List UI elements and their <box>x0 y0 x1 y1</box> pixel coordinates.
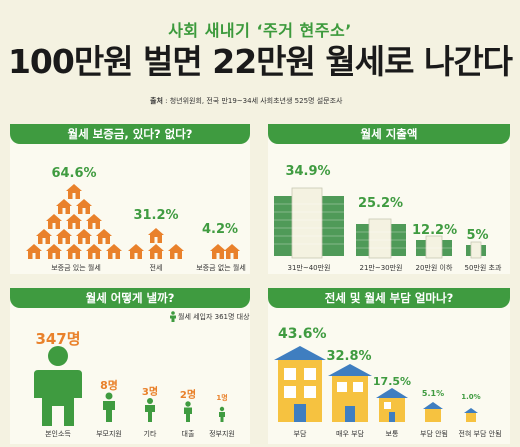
house-group-2-icon <box>128 228 184 259</box>
expense-value-1: 34.9% <box>285 164 331 179</box>
burden-value-2: 32.8% <box>326 349 372 364</box>
payment-panel-title: 월세 어떻게 낼까? <box>10 288 250 308</box>
payment-label-3: 기타 <box>143 430 157 438</box>
expense-value-2: 25.2% <box>357 196 404 211</box>
money-stack-1-icon <box>274 187 344 259</box>
house-icons <box>26 184 240 259</box>
expense-panel: 월세 지출액 34.9% 25.2% 12.2% 5% <box>268 124 510 274</box>
payment-label-4: 대출 <box>181 430 195 438</box>
payment-value-4: 2명 <box>179 390 197 401</box>
expense-value-3: 12.2% <box>412 223 458 238</box>
payment-note: 월세 세입자 361명 대상 <box>178 313 250 321</box>
expense-label-4: 50만원 초과 <box>464 264 502 272</box>
expense-label-3: 20만원 이하 <box>415 264 453 272</box>
person-2-icon <box>103 392 115 422</box>
burden-value-1: 43.6% <box>278 326 327 342</box>
house-group-3-icon <box>210 244 240 259</box>
source-text: : 청년위원회, 전국 만19~34세 사회초년생 525명 설문조사 <box>162 97 343 105</box>
building-2-icon <box>328 364 372 422</box>
building-4-icon <box>423 402 443 422</box>
expense-panel-title: 월세 지출액 <box>268 124 510 144</box>
building-3-icon <box>376 388 408 422</box>
deposit-value-2: 31.2% <box>133 208 179 223</box>
deposit-panel-title: 월세 보증금, 있다? 없다? <box>10 124 250 144</box>
expense-label-1: 31만~40만원 <box>287 264 331 272</box>
person-4-icon <box>184 401 192 422</box>
payment-value-5: 1명 <box>216 394 228 402</box>
burden-panel-title: 전세 및 월세 부담 얼마나? <box>268 288 510 308</box>
deposit-label-1: 보증금 있는 월세 <box>51 264 101 272</box>
expense-label-2: 21만~30만원 <box>359 264 403 272</box>
deposit-value-3: 4.2% <box>201 222 239 237</box>
burden-label-1: 부담 <box>293 430 307 438</box>
deposit-label-2: 전세 <box>149 264 163 272</box>
deposit-panel: 월세 보증금, 있다? 없다? 64.6% 31.2% 4.2% 보증금 있는 … <box>10 124 250 274</box>
burden-value-5: 1.0% <box>461 393 481 401</box>
deposit-value-1: 64.6% <box>51 166 97 181</box>
payment-value-2: 8명 <box>100 379 118 392</box>
source-label: 출처 <box>150 97 163 105</box>
person-5-icon <box>219 406 225 422</box>
payment-label-1: 본인소득 <box>45 430 71 438</box>
payment-value-3: 3명 <box>141 387 159 398</box>
burden-label-3: 보통 <box>385 430 399 438</box>
page-title: 100만원 벌면 22만원 월세로 나간다 <box>7 42 513 81</box>
money-stack-icons <box>274 187 486 259</box>
payment-label-2: 부모지원 <box>96 430 122 438</box>
payment-panel: 월세 어떻게 낼까? 월세 세입자 361명 대상 347명 8명 3명 2명 … <box>10 288 250 444</box>
burden-panel: 전세 및 월세 부담 얼마나? 43.6% 32.8% 17.5% 5.1% 1… <box>268 288 510 444</box>
expense-value-4: 5% <box>466 228 489 243</box>
subtitle: 사회 새내기 ‘주거 현주소’ <box>168 21 352 40</box>
person-3-icon <box>145 398 155 422</box>
payment-label-5: 정부지원 <box>209 430 235 438</box>
source-line: 출처 : 청년위원회, 전국 만19~34세 사회초년생 525명 설문조사 <box>150 96 342 106</box>
payment-value-1: 347명 <box>35 330 81 348</box>
person-legend-icon <box>170 311 176 322</box>
burden-label-5: 전혀 부담 안됨 <box>458 430 502 438</box>
person-large-icon <box>34 346 82 426</box>
burden-value-3: 17.5% <box>372 375 412 388</box>
burden-label-2: 매우 부담 <box>336 430 364 438</box>
money-stack-3-icon <box>416 235 452 259</box>
building-1-icon <box>274 346 326 422</box>
money-stack-4-icon <box>466 241 486 259</box>
deposit-label-3: 보증금 없는 월세 <box>196 264 246 272</box>
building-icons <box>274 346 478 422</box>
building-5-icon <box>464 408 478 422</box>
money-stack-2-icon <box>356 218 406 259</box>
burden-value-4: 5.1% <box>421 389 445 398</box>
burden-label-4: 부담 안됨 <box>420 430 448 438</box>
person-icons <box>34 346 225 426</box>
house-group-1-icon <box>26 184 122 259</box>
